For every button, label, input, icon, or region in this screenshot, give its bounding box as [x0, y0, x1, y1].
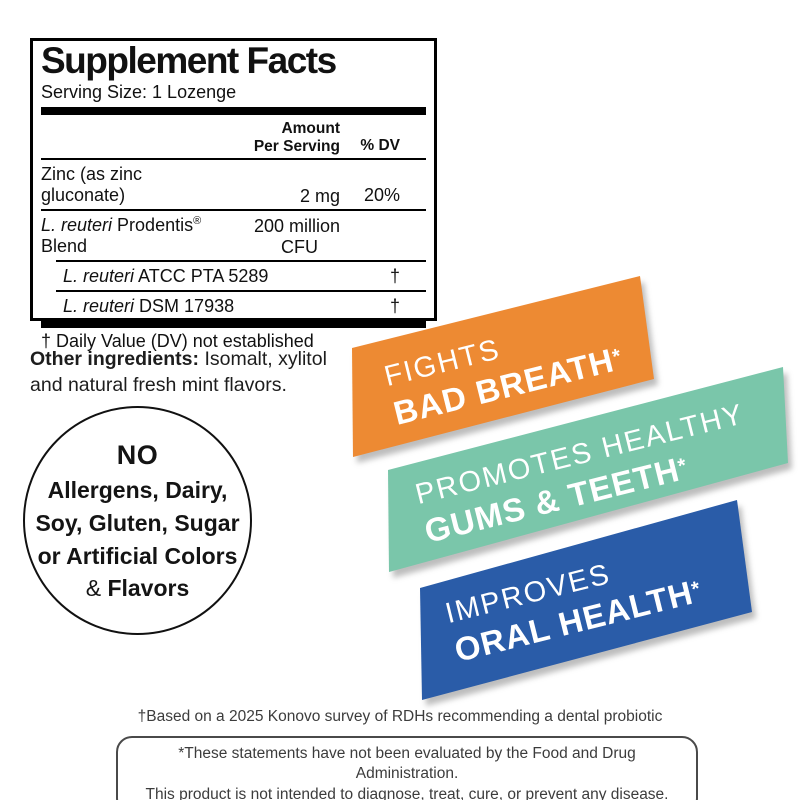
row-zinc: Zinc (as zinc gluconate) 2 mg 20%: [41, 160, 426, 212]
survey-footnote: †Based on a 2025 Konovo survey of RDHs r…: [137, 708, 663, 725]
row-prodentis-blend: L. reuteri Prodentis® Blend 200 million …: [41, 211, 426, 260]
amount-per-serving-header: Amount Per Serving: [253, 119, 340, 155]
no-heading: NO: [116, 440, 159, 471]
zinc-dv: 20%: [363, 185, 400, 206]
fda-disclaimer-line-1: *These statements have not been evaluate…: [178, 745, 636, 783]
allergen-line-2: Soy, Gluten, Sugar: [35, 510, 240, 536]
supplement-facts-title: Supplement Facts: [41, 40, 337, 81]
row-strain-atcc: L. reuteri ATCC PTA 5289 †: [56, 260, 426, 290]
serving-size: Serving Size: 1 Lozenge: [41, 81, 237, 102]
percent-dv-header: % DV: [360, 137, 400, 155]
fda-disclaimer-line-2: This product is not intended to diagnose…: [145, 785, 669, 800]
allergen-line-3: or Artificial Colors: [37, 542, 238, 569]
strain-atcc-dv: †: [389, 266, 400, 287]
thick-divider-top: [41, 106, 426, 115]
other-ingredients: Other ingredients: Isomalt, xylitol and …: [30, 346, 350, 399]
blend-amount: 200 million CFU: [253, 216, 340, 257]
allergen-line-1: Allergens, Dairy,: [47, 477, 228, 504]
banner-improves-oral-health: IMPROVES ORAL HEALTH*: [412, 490, 762, 710]
registered-mark: ®: [193, 215, 202, 228]
row-strain-dsm: L. reuteri DSM 17938 †: [56, 290, 426, 320]
strain-dsm-name: L. reuteri DSM 17938: [63, 296, 235, 317]
no-allergens-badge: NO Allergens, Dairy, Soy, Gluten, Sugar …: [23, 406, 252, 635]
fda-disclaimer-box: *These statements have not been evaluate…: [116, 736, 698, 800]
other-ingredients-label: Other ingredients:: [30, 348, 200, 370]
blend-name: L. reuteri Prodentis® Blend: [41, 215, 202, 257]
thick-divider-bottom: [41, 320, 426, 329]
facts-column-headers: Amount Per Serving % DV: [41, 115, 426, 161]
allergen-line-4: & Flavors: [85, 575, 190, 602]
strain-dsm-dv: †: [389, 296, 400, 317]
dv-not-established-note: † Daily Value (DV) not established: [41, 331, 314, 352]
other-ingredients-text: Isomalt, xylitol and natural fresh mint …: [30, 348, 327, 397]
zinc-name: Zinc (as zinc gluconate): [41, 164, 143, 206]
strain-atcc-name: L. reuteri ATCC PTA 5289: [63, 266, 269, 287]
supplement-facts-panel: Supplement Facts Serving Size: 1 Lozenge…: [30, 38, 437, 351]
zinc-amount: 2 mg: [299, 185, 340, 206]
